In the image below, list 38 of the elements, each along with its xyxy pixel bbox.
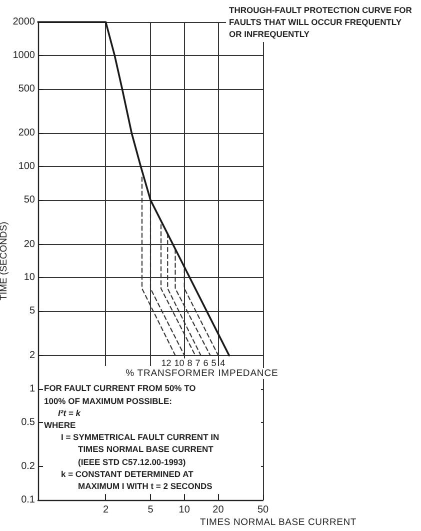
series-label: 5	[211, 358, 216, 368]
text: THROUGH-FAULT PROTECTION CURVE FOR FAULTS THAT WILL OCCUR FREQUENTLY OR INFREQUENTLY	[229, 5, 414, 39]
y-tick-label: 2000	[12, 16, 36, 28]
y-tick-label: 0.5	[21, 416, 36, 428]
y-tick-label: 0.1	[21, 494, 36, 506]
annotation: TIMES NORMAL BASE CURRENT	[78, 444, 214, 454]
series-label: 8	[187, 358, 192, 368]
y-tick-label: 2	[29, 350, 36, 361]
x-tick-label: 2	[102, 504, 109, 516]
annotation: WHERE	[44, 420, 76, 430]
series-label: 10	[174, 358, 184, 368]
x-tick-label: 50	[257, 504, 269, 516]
y-tick-label: 100	[18, 161, 36, 172]
y-tick-label: 500	[18, 83, 36, 94]
y-tick-label: 1000	[12, 50, 36, 61]
annotation: MAXIMUM I WITH t = 2 SECONDS	[78, 481, 212, 491]
series-label: 12	[161, 358, 172, 368]
annotation: I = SYMMETRICAL FAULT CURRENT IN	[61, 432, 220, 442]
y-tick-label: 200	[18, 128, 36, 139]
annotation: I²t = k	[58, 408, 80, 418]
y-tick-label: 10	[24, 272, 36, 284]
annotation: (IEEE STD C57.12.00-1993)	[78, 456, 186, 467]
annotation: FOR FAULT CURRENT FROM 50% TO	[44, 383, 196, 394]
annotation: % TRANSFORMER IMPEDANCE	[126, 368, 278, 380]
annotation: k = CONSTANT DETERMINED AT	[61, 468, 194, 479]
y-tick-label: 1	[29, 383, 36, 394]
y-tick-label: 5	[29, 306, 36, 317]
x-tick-label: 20	[212, 504, 224, 516]
x-tick-label: 10	[178, 504, 190, 516]
annotation: 100% OF MAXIMUM POSSIBLE:	[44, 396, 172, 406]
y-tick-label: 20	[24, 238, 36, 250]
y-tick-label: 50	[24, 194, 36, 206]
series-label: 7	[195, 358, 200, 368]
x-axis-title: TIMES NORMAL BASE CURRENT	[200, 517, 357, 528]
x-tick-label: 5	[148, 504, 154, 516]
series-label: 4	[220, 358, 226, 368]
y-tick-label: 0.2	[21, 461, 36, 472]
series-label: 6	[203, 358, 208, 368]
